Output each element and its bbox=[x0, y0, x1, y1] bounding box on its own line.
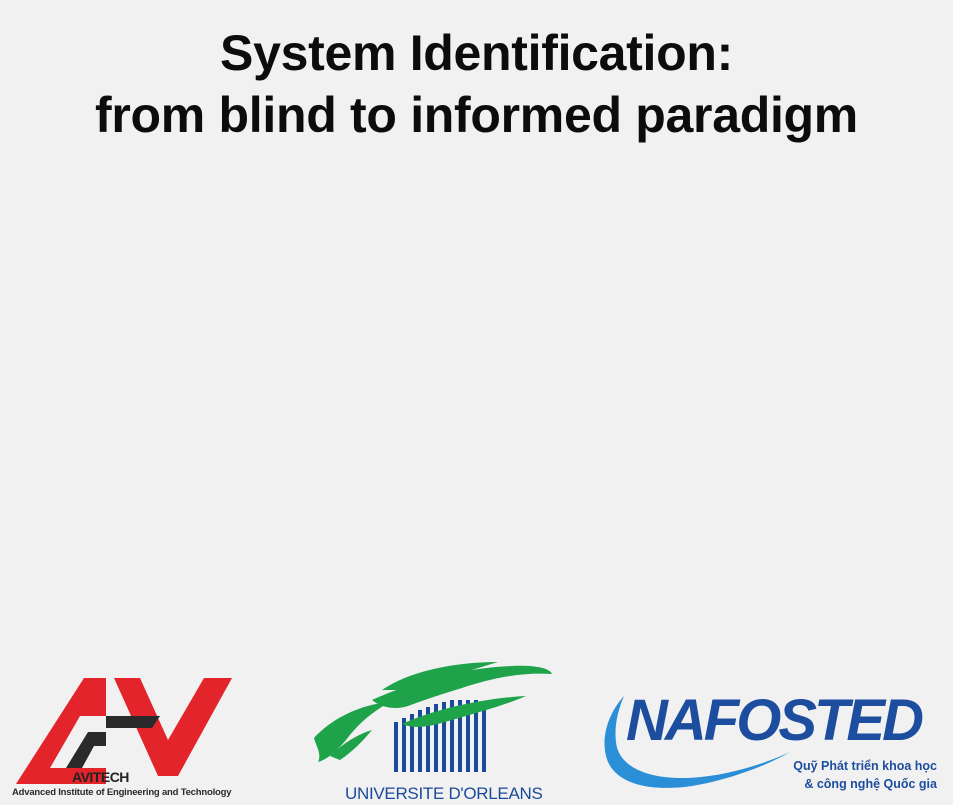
nafosted-subtitle-line-2: & công nghệ Quốc gia bbox=[804, 777, 937, 791]
orleans-logo: UNIVERSITE D'ORLEANS bbox=[312, 660, 557, 805]
slide-title-line-1: System Identification: bbox=[220, 25, 733, 81]
slide-title: System Identification: from blind to inf… bbox=[0, 22, 953, 146]
slide-title-line-2: from blind to informed paradigm bbox=[95, 87, 858, 143]
orleans-emblem-icon bbox=[314, 662, 552, 772]
nafosted-logo: NAFOSTED Quỹ Phát triển khoa học & công … bbox=[600, 686, 945, 801]
nafosted-subtitle-line-1: Quỹ Phát triển khoa học bbox=[793, 759, 937, 773]
avitech-logo: AVITECH Advanced Institute of Engineerin… bbox=[10, 676, 238, 802]
nafosted-wordmark: NAFOSTED bbox=[626, 688, 924, 753]
orleans-caption: UNIVERSITE D'ORLEANS bbox=[345, 784, 543, 803]
avitech-emblem-icon bbox=[16, 678, 232, 784]
avitech-caption: Advanced Institute of Engineering and Te… bbox=[12, 787, 232, 798]
avitech-wordmark: AVITECH bbox=[72, 769, 129, 785]
